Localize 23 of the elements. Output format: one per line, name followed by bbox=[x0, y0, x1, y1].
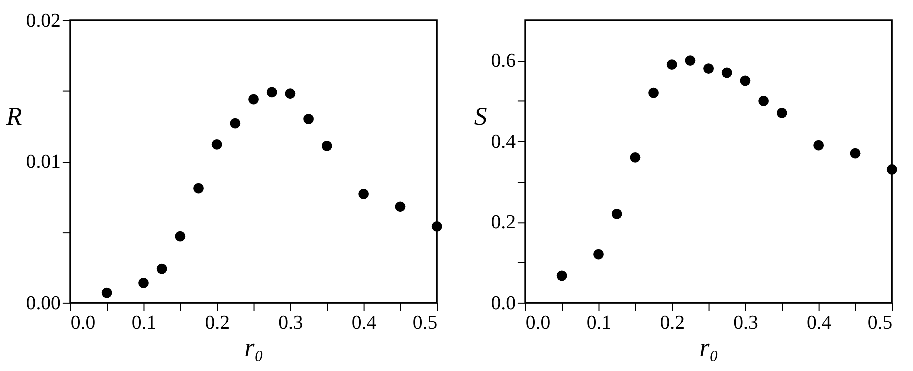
y-axis-title: S bbox=[474, 102, 488, 132]
y-tick-label: 0.2 bbox=[491, 212, 516, 234]
x-tick-label: 0.2 bbox=[660, 312, 685, 334]
y-tick-label: 0.6 bbox=[491, 50, 516, 72]
y-tick-label: 0.01 bbox=[26, 151, 61, 174]
x-tick-label: 0.3 bbox=[734, 312, 758, 334]
x-tick-label: 0.2 bbox=[205, 312, 230, 334]
y-tick-label: 0.4 bbox=[491, 130, 516, 153]
x-axis-title: r₀ bbox=[700, 332, 719, 362]
x-axis-title: r₀ bbox=[244, 332, 264, 362]
x-tick-label: 0.4 bbox=[806, 312, 832, 334]
y-tick-label: 0.00 bbox=[26, 292, 62, 314]
x-tick-label: 0.4 bbox=[352, 312, 377, 334]
y-tick-label: 0.02 bbox=[26, 10, 61, 32]
y-axis-title: R bbox=[6, 102, 23, 132]
x-tick-label: 0.3 bbox=[278, 312, 304, 334]
x-tick-label: 0.5 bbox=[412, 312, 438, 334]
x-tick-label: 0.1 bbox=[586, 312, 612, 334]
x-tick-label: 0.0 bbox=[526, 312, 551, 334]
x-tick-label: 0.1 bbox=[132, 312, 157, 334]
x-tick-label: 0.0 bbox=[70, 312, 96, 334]
x-tick-label: 0.5 bbox=[868, 312, 893, 334]
y-tick-label: 0.0 bbox=[491, 292, 516, 314]
